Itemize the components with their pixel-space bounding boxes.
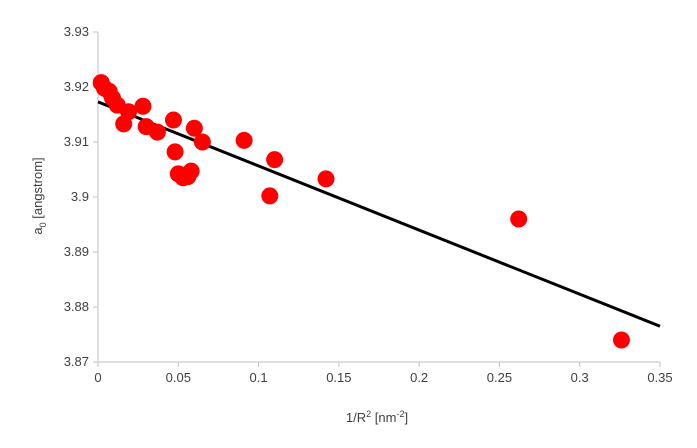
trendline bbox=[97, 100, 661, 328]
x-tick-label: 0.25 bbox=[487, 370, 512, 385]
data-point bbox=[120, 103, 138, 121]
x-axis-title: 1/R2 [nm-2] bbox=[346, 409, 408, 425]
y-tick-label: 3.88 bbox=[64, 299, 89, 314]
y-tick-label: 3.93 bbox=[64, 24, 89, 39]
data-point bbox=[185, 119, 203, 137]
data-point bbox=[612, 331, 630, 349]
data-point bbox=[235, 131, 253, 149]
x-tick-label: 0 bbox=[94, 370, 101, 385]
data-points bbox=[92, 74, 630, 349]
data-point bbox=[182, 162, 200, 180]
data-point bbox=[148, 123, 166, 141]
data-point bbox=[164, 111, 182, 129]
y-tick-label: 3.87 bbox=[64, 354, 89, 369]
y-tick-label: 3.89 bbox=[64, 244, 89, 259]
y-tick-label: 3.9 bbox=[71, 189, 89, 204]
data-point bbox=[510, 210, 528, 228]
data-point bbox=[317, 170, 335, 188]
data-point bbox=[134, 97, 152, 115]
y-axis-title: a0 [angstrom] bbox=[30, 157, 48, 234]
x-tick-label: 0.35 bbox=[647, 370, 672, 385]
x-tick-label: 0.2 bbox=[410, 370, 428, 385]
x-axis: 0 0.05 0.1 0.15 0.2 0.25 0.3 0.35 bbox=[94, 361, 673, 385]
y-tick-label: 3.92 bbox=[64, 79, 89, 94]
data-point bbox=[166, 143, 184, 161]
x-tick-label: 0.1 bbox=[250, 370, 268, 385]
data-point bbox=[193, 133, 211, 151]
trendline-layer bbox=[97, 100, 661, 328]
y-axis: 3.87 3.88 3.89 3.9 3.91 3.92 3.93 bbox=[64, 24, 99, 369]
x-tick-label: 0.3 bbox=[571, 370, 589, 385]
x-tick-label: 0.05 bbox=[166, 370, 191, 385]
y-tick-label: 3.91 bbox=[64, 134, 89, 149]
x-tick-label: 0.15 bbox=[326, 370, 351, 385]
data-point bbox=[266, 151, 284, 169]
data-point bbox=[261, 187, 279, 205]
